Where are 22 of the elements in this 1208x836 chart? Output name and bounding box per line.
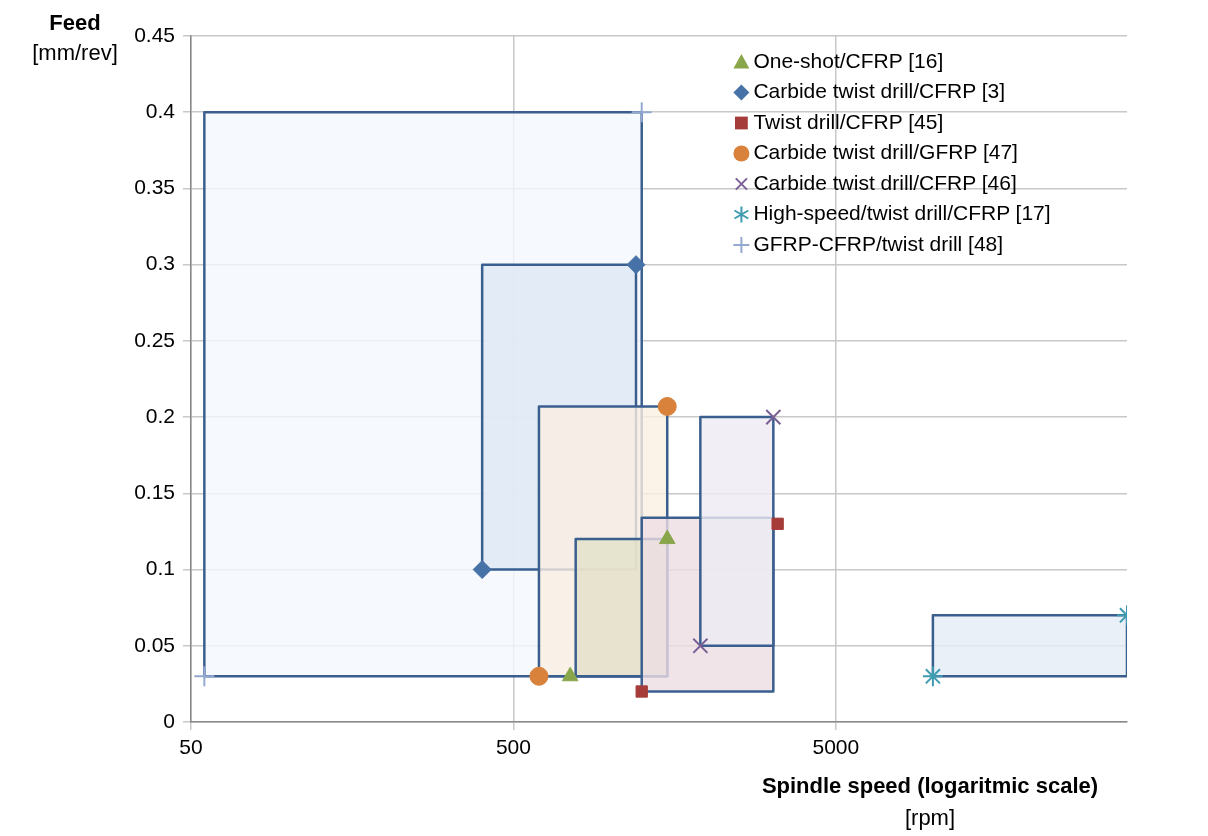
y-tick-label: 0.45 [134,22,175,46]
x-axis-title: Spindle speed (logaritmic scale) [rpm] [760,772,1100,832]
legend-label: Twist drill/CFRP [45] [753,109,944,133]
y-tick-label: 0.05 [134,632,175,656]
legend-label: Carbide twist drill/CFRP [3] [753,79,1006,103]
legend-label: Carbide twist drill/CFRP [46] [753,170,1017,194]
y-tick-label: 0.15 [134,480,175,504]
y-tick-label: 0 [163,708,175,732]
y-tick-label: 0.3 [145,251,175,275]
x-tick-label: 500 [495,735,531,759]
y-tick-label: 0.25 [134,327,175,351]
x-tick-label: 50 [179,735,203,759]
legend-label: GFRP-CFRP/twist drill [48] [753,231,1004,255]
legend-label: Carbide twist drill/GFRP [47] [753,140,1018,164]
y-tick-label: 0.4 [145,99,176,123]
y-tick-label: 0.2 [145,403,175,427]
legend-label: High-speed/twist drill/CFRP [17] [753,201,1051,225]
y-tick-label: 0.1 [145,556,175,580]
x-tick-label: 5000 [812,735,860,759]
legend-label: One-shot/CFRP [16] [753,48,944,72]
y-tick-label: 0.35 [134,175,175,199]
y-axis-title: Feed [mm/rev] [32,10,118,65]
